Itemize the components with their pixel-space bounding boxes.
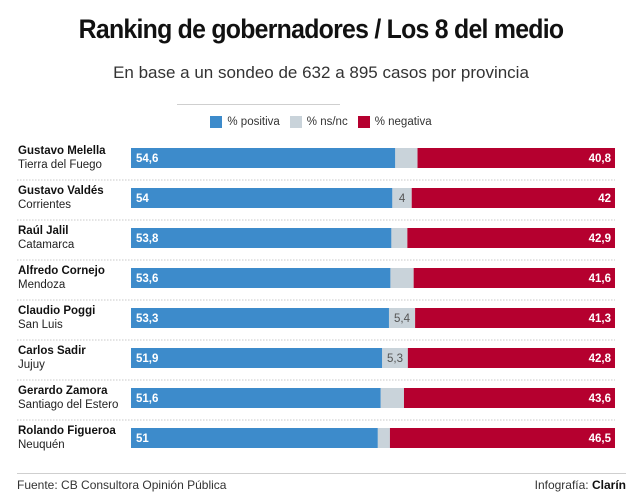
bar-segment-negativa [413,268,615,288]
bar-segment-negativa [411,188,615,208]
row-province-label: Mendoza [18,279,66,291]
bar-segment-negativa [417,148,615,168]
row-province-label: Corrientes [18,199,71,211]
bar-segment-positiva [131,308,389,328]
bar-segment-positiva [131,268,391,288]
bar-segment-negativa [403,388,615,408]
data-label-negativa: 41,6 [589,273,611,285]
legend-item-nsnc: % ns/nc [289,116,348,128]
source-note: Fuente: CB Consultora Opinión Pública [17,478,227,492]
data-label-positiva: 54,6 [136,153,158,165]
row-province-label: Catamarca [18,239,75,251]
row-province-label: Santiago del Estero [18,399,118,411]
data-label-nsnc: 5,4 [394,313,411,325]
bar-segment-positiva [131,188,393,208]
bar-segment-nsnc [391,228,408,248]
bar-segment-positiva [131,228,392,248]
row-name-label: Alfredo Cornejo [18,265,105,277]
credit-note: Infografía: Clarín [535,478,626,492]
legend-item-negativa: % negativa [357,116,432,128]
bar-segment-nsnc [388,308,416,328]
bar-segment-negativa [415,308,615,328]
data-label-nsnc: 4 [399,193,406,205]
row-province-label: Neuquén [18,439,65,451]
legend-swatch-negativa [357,116,370,128]
bar-segment-nsnc [382,348,408,368]
data-label-negativa: 46,5 [589,433,612,445]
row-province-label: San Luis [18,319,63,331]
legend-label-nsnc: % ns/nc [306,116,348,128]
row-name-label: Gerardo Zamora [18,385,108,397]
data-label-nsnc: 5,3 [387,353,403,365]
bar-segment-negativa [389,428,615,448]
data-label-positiva: 54 [136,193,149,205]
row-name-label: Claudio Poggi [18,305,95,317]
row-name-label: Gustavo Melella [18,145,106,157]
data-label-positiva: 51 [136,433,149,445]
bar-segment-positiva [131,148,396,168]
bar-segment-negativa [407,348,615,368]
bar-segment-positiva [131,428,378,448]
legend-label-positiva: % positiva [227,116,280,128]
chart-subtitle: En base a un sondeo de 632 a 895 casos p… [113,63,529,82]
data-label-positiva: 51,6 [136,393,158,405]
bar-segment-positiva [131,348,383,368]
credit-brand: Clarín [591,478,626,492]
bar-segment-negativa [407,228,615,248]
row-province-label: Tierra del Fuego [18,159,102,171]
row-province-label: Jujuy [18,359,45,371]
bar-segment-nsnc [390,268,414,288]
row-name-label: Rolando Figueroa [18,425,116,437]
footer-divider [17,473,626,474]
data-label-negativa: 42,9 [589,233,611,245]
data-label-negativa: 43,6 [589,393,611,405]
data-label-negativa: 42,8 [589,353,612,365]
data-label-positiva: 53,6 [136,273,158,285]
bar-segment-nsnc [377,428,390,448]
bar-segment-nsnc [392,188,412,208]
data-label-negativa: 40,8 [589,153,612,165]
data-label-positiva: 53,3 [136,313,158,325]
data-label-negativa: 42 [598,193,611,205]
data-label-negativa: 41,3 [589,313,611,325]
chart-title: Ranking de gobernadores / Los 8 del medi… [78,14,564,44]
bar-segment-nsnc [395,148,418,168]
data-label-positiva: 53,8 [136,233,159,245]
legend-swatch-positiva [210,116,223,128]
bar-segment-nsnc [380,388,404,408]
legend: % positiva % ns/nc % negativa [0,116,642,128]
credit-prefix: Infografía: [534,478,592,492]
bar-segment-positiva [131,388,381,408]
legend-label-negativa: % negativa [374,116,432,128]
legend-swatch-nsnc [289,116,302,128]
legend-item-positiva: % positiva [210,116,280,128]
row-name-label: Gustavo Valdés [18,185,104,197]
row-name-label: Raúl Jalil [18,225,69,237]
legend-divider [177,104,340,105]
data-label-positiva: 51,9 [136,353,158,365]
row-name-label: Carlos Sadir [18,345,86,357]
